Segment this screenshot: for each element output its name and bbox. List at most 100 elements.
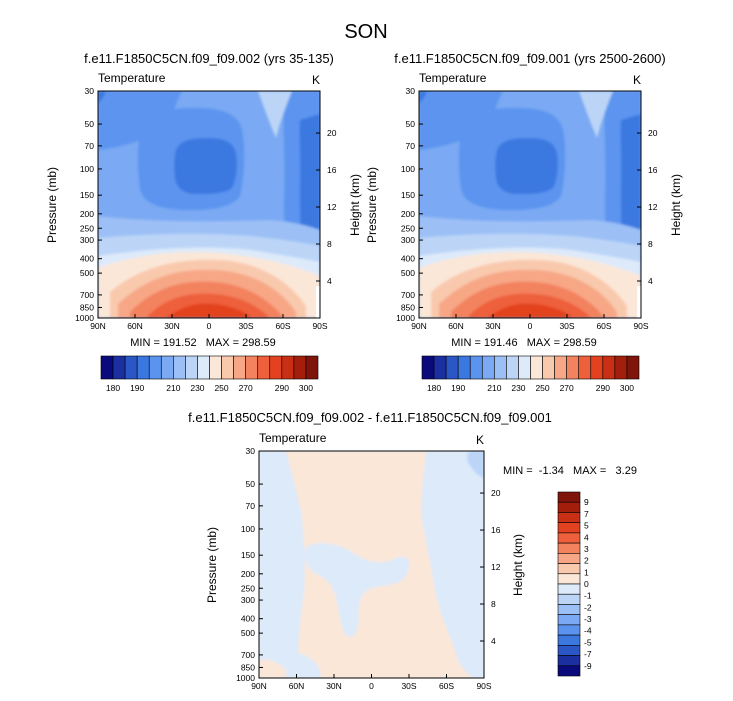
- contour-region: [467, 451, 484, 478]
- colorbar-label: 180: [427, 383, 441, 393]
- contour-region: [98, 91, 182, 150]
- colorbar-label: 2: [584, 556, 589, 566]
- colorbar-swatch: [602, 355, 616, 380]
- contour-region: [487, 303, 573, 318]
- colorbar-swatch: [554, 355, 567, 380]
- colorbar-swatch: [257, 355, 271, 380]
- colorbar-label: -2: [584, 602, 592, 612]
- colorbar-label: -3: [584, 614, 592, 624]
- colorbar-swatch: [136, 355, 150, 380]
- colorbar-label: 270: [560, 383, 574, 393]
- colorbar-label: 9: [584, 497, 589, 507]
- colorbar-swatch: [112, 355, 126, 380]
- height-tick-label: 20: [327, 128, 337, 138]
- height-tick-label: 4: [648, 276, 653, 286]
- x-tick-label: 30N: [326, 681, 342, 691]
- colorbar-swatch: [557, 593, 581, 605]
- contour-region: [304, 543, 410, 637]
- y-tick-label: 250: [401, 223, 415, 233]
- colorbar-swatch: [185, 355, 198, 380]
- panel-1-title: f.e11.F1850C5CN.f09_f09.002 (yrs 35-135): [84, 51, 334, 66]
- colorbar-label: 230: [511, 383, 525, 393]
- y-tick-label: 70: [246, 501, 256, 511]
- y-tick-label: 100: [80, 164, 94, 174]
- colorbar-label: -9: [584, 661, 592, 671]
- colorbar-swatch: [557, 532, 581, 544]
- colorbar-swatch: [557, 614, 581, 626]
- colorbar-label: 1: [584, 567, 589, 577]
- panel-2-variable-label: Temperature: [419, 71, 487, 85]
- panel-1-variable-label: Temperature: [98, 71, 166, 85]
- colorbar-swatch: [578, 355, 592, 380]
- x-tick-label: 30N: [485, 321, 501, 331]
- colorbar-label: 0: [584, 579, 589, 589]
- panel-3-ylabel: Pressure (mb): [205, 527, 219, 603]
- height-tick-label: 12: [327, 202, 337, 212]
- colorbar-label: 230: [190, 383, 204, 393]
- bottom-white-notch: [637, 286, 641, 318]
- y-tick-label: 500: [80, 268, 94, 278]
- panel-2-colorbar: 180 190 210 230 250 270 290 300: [421, 355, 640, 393]
- colorbar-swatch: [445, 355, 459, 380]
- colorbar-swatch: [221, 355, 234, 380]
- height-tick-label: 8: [327, 239, 332, 249]
- colorbar-swatch: [197, 355, 210, 380]
- contour-region: [419, 91, 503, 150]
- colorbar-label: 190: [451, 383, 465, 393]
- panel-1-height-axis: 20 16 12 8 4: [316, 128, 337, 286]
- colorbar-label: 300: [620, 383, 634, 393]
- colorbar-label: 180: [106, 383, 120, 393]
- height-tick-label: 16: [491, 525, 501, 535]
- panel-2-height-axis: 20 16 12 8 4: [637, 128, 658, 286]
- panel-1-stats: MIN = 191.52 MAX = 298.59: [130, 337, 276, 349]
- y-tick-label: 200: [80, 209, 94, 219]
- colorbar-label: 250: [214, 383, 228, 393]
- contour-region: [579, 91, 613, 138]
- colorbar-label: 3: [584, 544, 589, 554]
- colorbar-swatch: [281, 355, 295, 380]
- x-tick-label: 60N: [289, 681, 305, 691]
- colorbar-label: -7: [584, 649, 592, 659]
- colorbar-swatch: [557, 501, 581, 513]
- x-tick-label: 90N: [411, 321, 427, 331]
- panel-1-colorbar: 180 190 210 230 250 270 290 300: [100, 355, 319, 393]
- panel-2-ylabel: Pressure (mb): [365, 167, 379, 243]
- panel-1-ylabel: Pressure (mb): [45, 167, 59, 243]
- colorbar-label: 190: [130, 383, 144, 393]
- panel-1-contour-field: [98, 91, 320, 318]
- colorbar-swatch: [557, 512, 581, 523]
- colorbar-swatch: [557, 553, 581, 564]
- colorbar-swatch: [481, 355, 495, 380]
- colorbar-label: 5: [584, 521, 589, 531]
- colorbar-swatch: [124, 355, 138, 380]
- panel-3-x-axis: 90N 60N 30N 0 30S 60S 90S: [251, 674, 492, 691]
- colorbar-swatch: [626, 355, 640, 380]
- height-tick-label: 20: [648, 128, 658, 138]
- colorbar-swatch: [100, 355, 114, 380]
- colorbar-swatch: [566, 355, 580, 380]
- colorbar-label: 290: [596, 383, 610, 393]
- y-tick-label: 400: [241, 614, 255, 624]
- x-tick-label: 90S: [312, 321, 327, 331]
- colorbar-swatch: [557, 583, 581, 595]
- colorbar-swatch: [269, 355, 283, 380]
- panel-2-contour-field: [419, 91, 641, 318]
- y-tick-label: 700: [241, 650, 255, 660]
- colorbar-swatch: [233, 355, 246, 380]
- colorbar-label: 300: [299, 383, 313, 393]
- x-tick-label: 60S: [596, 321, 611, 331]
- contour-region: [174, 138, 237, 194]
- colorbar-swatch: [209, 355, 222, 380]
- x-tick-label: 30N: [164, 321, 180, 331]
- x-tick-label: 60N: [127, 321, 143, 331]
- colorbar-swatch: [557, 491, 581, 503]
- x-tick-label: 0: [369, 681, 374, 691]
- colorbar-swatch: [557, 645, 581, 656]
- colorbar-swatch: [506, 355, 519, 380]
- x-tick-label: 0: [528, 321, 533, 331]
- colorbar-label: 250: [535, 383, 549, 393]
- panel-3-variable-label: Temperature: [259, 431, 327, 445]
- y-tick-label: 30: [246, 446, 256, 456]
